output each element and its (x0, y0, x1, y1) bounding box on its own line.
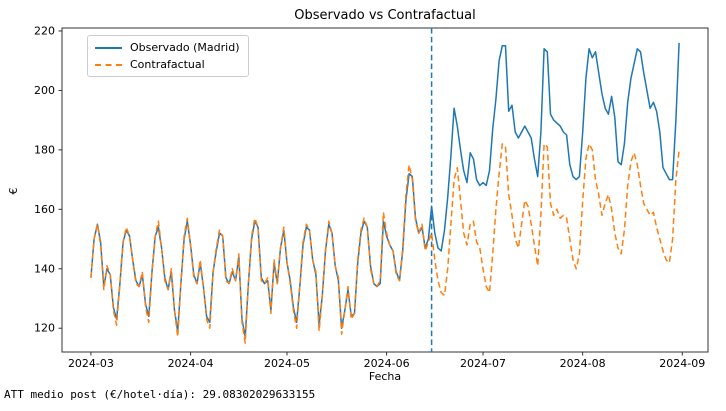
x-tick-label: 2024-09 (659, 357, 705, 370)
legend-label-observado: Observado (Madrid) (130, 41, 240, 54)
y-tick-label: 120 (34, 322, 55, 335)
x-axis-label: Fecha (368, 370, 402, 383)
x-tick-label: 2024-08 (560, 357, 606, 370)
y-tick-label: 200 (34, 84, 55, 97)
att-summary-text: ATT medio post (€/hotel·día): 29.0830202… (4, 388, 316, 401)
y-tick-label: 140 (34, 262, 55, 275)
legend-item-contrafactual: Contrafactual (95, 58, 239, 71)
x-tick-label: 2024-07 (460, 357, 506, 370)
observado-line (90, 42, 680, 338)
plot-border (61, 27, 709, 353)
legend-item-observado: Observado (Madrid) (95, 41, 239, 54)
y-tick-label: 180 (34, 143, 55, 156)
x-tick-label: 2024-04 (168, 357, 214, 370)
y-tick-label: 220 (34, 24, 55, 37)
legend-label-contrafactual: Contrafactual (130, 58, 205, 71)
y-axis-label: € (7, 187, 20, 195)
x-tick-label: 2024-06 (364, 357, 410, 370)
x-tick-label: 2024-03 (68, 357, 114, 370)
x-tick-label: 2024-05 (264, 357, 310, 370)
legend-line-sample-observado (95, 46, 122, 49)
y-tick-label: 160 (34, 203, 55, 216)
legend-line-sample-contrafactual (95, 63, 122, 66)
contrafactual-line (90, 143, 680, 344)
legend: Observado (Madrid) Contrafactual (87, 35, 250, 77)
chart-title: Observado vs Contrafactual (294, 8, 476, 23)
